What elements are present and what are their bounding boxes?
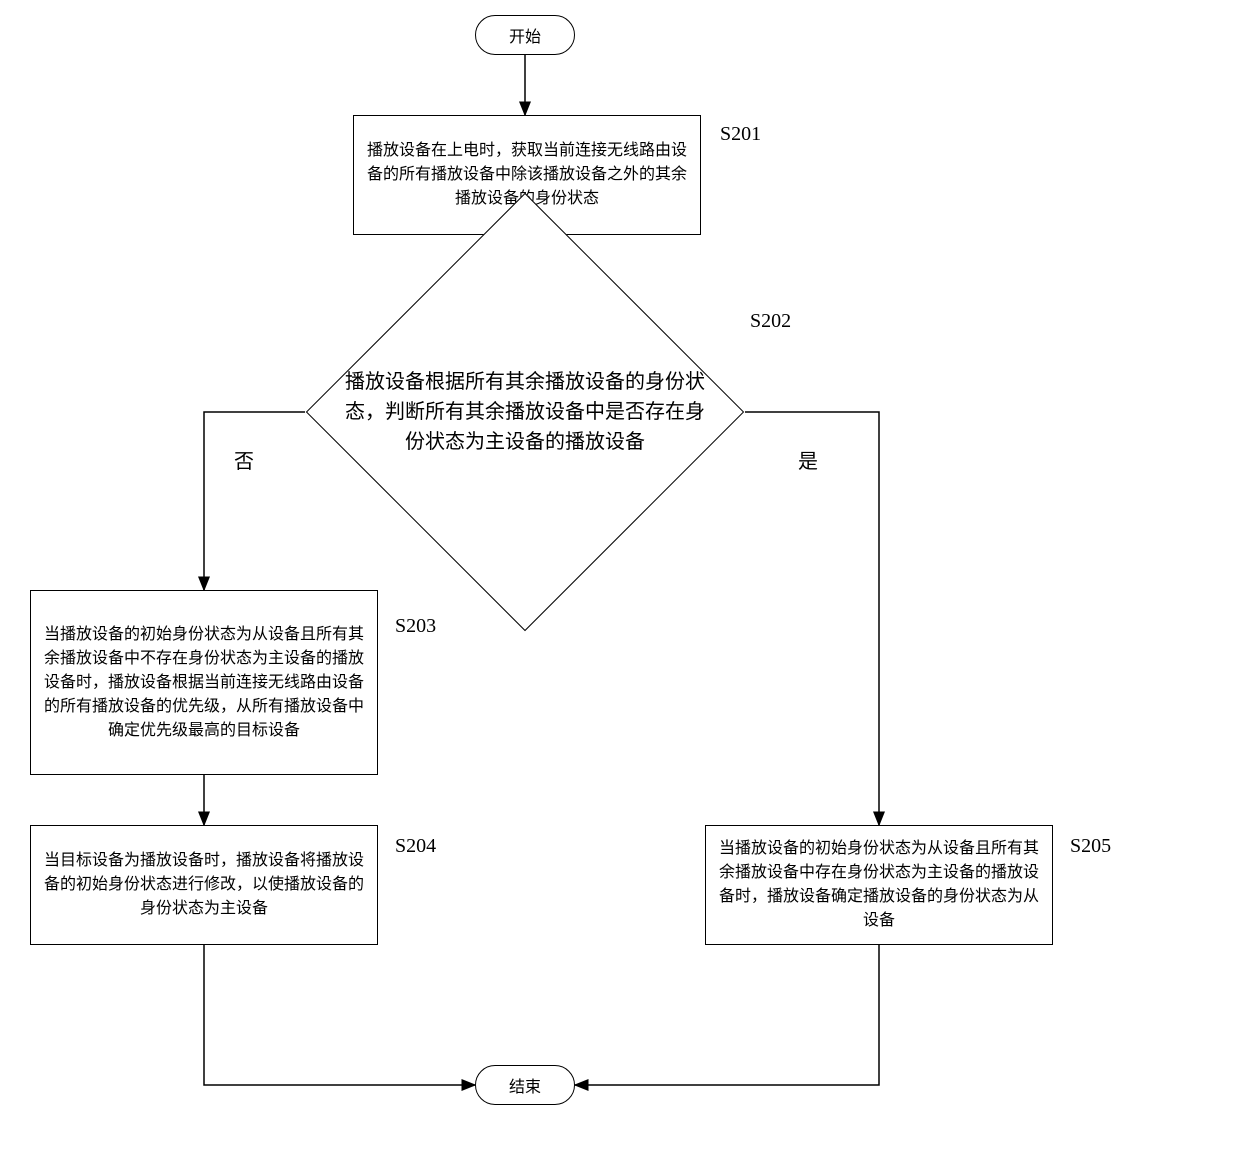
s202-text: 播放设备根据所有其余播放设备的身份状态，判断所有其余播放设备中是否存在身份状态为… <box>340 367 710 457</box>
s203-label: S203 <box>395 615 436 638</box>
no-label: 否 <box>234 445 254 474</box>
end-node: 结束 <box>475 1065 575 1105</box>
yes-label: 是 <box>798 445 818 474</box>
s204-text: 当目标设备为播放设备时，播放设备将播放设备的初始身份状态进行修改，以使播放设备的… <box>41 849 367 921</box>
s205-label: S205 <box>1070 835 1111 858</box>
process-s203: 当播放设备的初始身份状态为从设备且所有其余播放设备中不存在身份状态为主设备的播放… <box>30 590 378 775</box>
decision-s202: 播放设备根据所有其余播放设备的身份状态，判断所有其余播放设备中是否存在身份状态为… <box>370 257 680 567</box>
s201-label: S201 <box>720 123 761 146</box>
start-text: 开始 <box>509 23 541 47</box>
s205-text: 当播放设备的初始身份状态为从设备且所有其余播放设备中存在身份状态为主设备的播放设… <box>716 837 1042 933</box>
process-s205: 当播放设备的初始身份状态为从设备且所有其余播放设备中存在身份状态为主设备的播放设… <box>705 825 1053 945</box>
end-text: 结束 <box>509 1073 541 1097</box>
s204-label: S204 <box>395 835 436 858</box>
process-s204: 当目标设备为播放设备时，播放设备将播放设备的初始身份状态进行修改，以使播放设备的… <box>30 825 378 945</box>
s203-text: 当播放设备的初始身份状态为从设备且所有其余播放设备中不存在身份状态为主设备的播放… <box>41 623 367 743</box>
flowchart-container: 开始 播放设备在上电时，获取当前连接无线路由设备的所有播放设备中除该播放设备之外… <box>0 0 1240 1156</box>
s202-label: S202 <box>750 310 791 333</box>
start-node: 开始 <box>475 15 575 55</box>
